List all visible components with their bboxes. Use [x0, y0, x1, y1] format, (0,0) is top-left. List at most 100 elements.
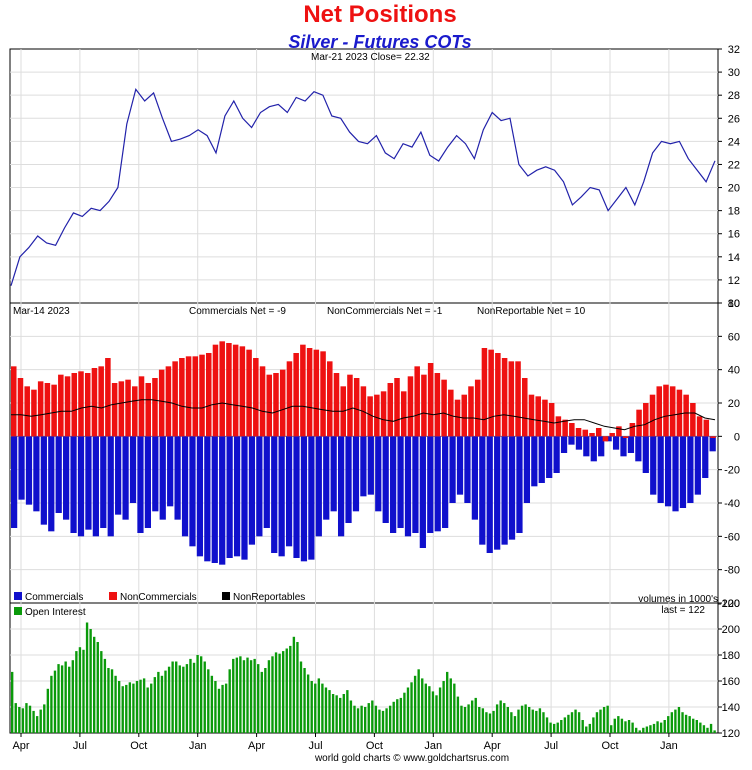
y-tick-label: -20 [724, 465, 740, 477]
open-interest-bar [684, 714, 688, 733]
noncommercials-bar [669, 386, 676, 437]
y-tick-label: 220 [722, 598, 740, 610]
noncommercials-bar [226, 343, 232, 437]
open-interest-bar [303, 668, 306, 733]
open-interest-bar [39, 709, 42, 733]
open-interest-bar [563, 717, 567, 733]
commercials-bar [612, 436, 620, 450]
noncommercials-bar [474, 379, 481, 437]
open-interest-bar [299, 661, 303, 733]
open-interest-bar [421, 678, 424, 733]
noncommercials-bar [118, 381, 125, 437]
price-series [10, 88, 716, 286]
commercials-bar [11, 436, 18, 528]
commercials-bar [390, 436, 397, 533]
open-interest-bar [385, 708, 388, 733]
y-tick-label: 24 [728, 136, 740, 148]
open-interest-bar [403, 692, 406, 733]
y-tick-label: 28 [728, 90, 740, 102]
noncommercials-bar [11, 366, 17, 437]
commercials-bar [70, 436, 77, 533]
open-interest-bar [506, 707, 509, 733]
noncommercials-bar [495, 353, 501, 437]
open-interest-bar [356, 708, 360, 733]
y-tick-label: 30 [728, 67, 740, 79]
noncommercials-bar [158, 369, 165, 437]
open-interest-bar [449, 678, 452, 733]
noncommercials-bar [622, 436, 629, 438]
open-interest-bar [442, 681, 445, 733]
noncommercials-bar [132, 386, 138, 437]
open-interest-bar [253, 658, 256, 733]
open-interest-bar [392, 701, 395, 733]
noncommercials-bar [279, 369, 286, 437]
x-tick-label: Apr [484, 740, 501, 752]
commercials-bar [300, 436, 308, 562]
open-interest-bar [713, 730, 716, 733]
noncommercials-bar [327, 361, 333, 437]
commercials-bar [181, 436, 189, 537]
y-tick-label: 14 [728, 252, 740, 264]
noncommercials-bar [690, 403, 696, 437]
open-interest-bar [324, 687, 328, 733]
commercials-bar [330, 436, 337, 512]
open-interest-bar [249, 660, 253, 733]
commercials-bar [598, 436, 605, 457]
commercials-bar [293, 436, 300, 558]
noncommercials-bar [374, 394, 380, 437]
open-interest-bar [595, 712, 599, 733]
commercials-bar [620, 436, 627, 457]
footer-credit: world gold charts © www.goldchartsrus.co… [314, 753, 509, 764]
open-interest-bar [121, 686, 124, 733]
open-interest-bar [285, 648, 288, 733]
open-interest-bar [14, 703, 17, 733]
commercials-bar [679, 436, 687, 508]
commercials-bar [404, 436, 412, 537]
noncommercials-bar [400, 391, 407, 437]
open-interest-bar [453, 683, 456, 733]
noncommercials-bar [649, 394, 656, 437]
open-interest-bar [132, 683, 135, 733]
commercials-bar [694, 436, 701, 495]
noncommercials-bar [367, 396, 373, 437]
noncommercials-bar [508, 361, 515, 437]
commercials-bar [115, 436, 122, 515]
commercials-bar [575, 436, 583, 450]
noncommercials-bar [313, 349, 320, 437]
open-interest-bar [257, 664, 260, 733]
commercials-bar [360, 436, 367, 497]
open-interest-bar [93, 636, 96, 733]
open-interest-bar [463, 707, 467, 733]
open-interest-bar [224, 683, 228, 733]
open-interest-bar [577, 712, 581, 733]
open-interest-bar [556, 722, 559, 733]
open-interest-bar [103, 658, 107, 733]
noncommercials-bar [24, 386, 30, 437]
open-interest-bar [210, 675, 214, 733]
noncommercials-bar [548, 403, 555, 437]
legend-nonreportables: NonReportables [233, 592, 305, 603]
noncommercials-bar [595, 428, 602, 437]
noncommercials-bar [468, 386, 474, 437]
commercials-bar [419, 436, 426, 548]
open-interest-bar [538, 708, 542, 733]
commercials-bar [479, 436, 486, 545]
commercials-bar [25, 436, 33, 505]
x-tick-label: Jul [544, 740, 558, 752]
x-tick-label: Jul [73, 740, 87, 752]
commercials-bar [256, 436, 263, 537]
legend-swatch-noncommercials [109, 592, 117, 600]
open-interest-bar [18, 707, 21, 733]
commercials-bar [501, 436, 508, 545]
commercials-bar [412, 436, 419, 533]
x-tick-label: Jan [660, 740, 678, 752]
y-tick-label: 22 [728, 159, 740, 171]
commercials-bar [100, 436, 107, 528]
commercials-bar [672, 436, 679, 512]
commercials-bar [605, 436, 612, 442]
open-interest-bar [588, 723, 592, 733]
commercials-bar [144, 436, 151, 528]
open-interest-bar [652, 723, 656, 733]
open-interest-bar [634, 727, 638, 733]
open-interest-bar [499, 700, 502, 733]
